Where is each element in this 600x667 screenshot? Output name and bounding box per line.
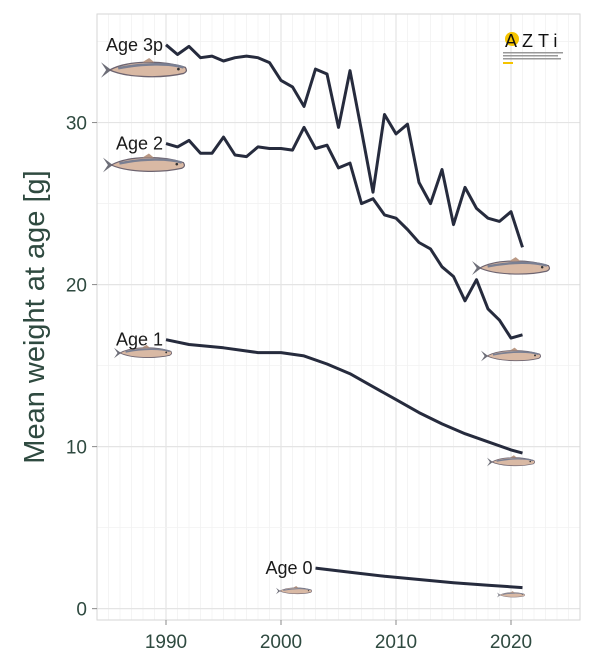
y-tick-label: 30 <box>66 114 87 135</box>
fish-icon <box>487 455 536 467</box>
x-tick-label: 2010 <box>375 632 417 653</box>
y-tick-label: 10 <box>66 438 87 459</box>
fish-fin <box>142 153 154 158</box>
fish-fin <box>509 347 519 351</box>
series-label: Age 3p <box>106 35 163 55</box>
grid <box>96 14 581 620</box>
fish-fin <box>510 455 517 458</box>
fish-back <box>492 351 539 356</box>
series-line-age-1 <box>165 338 523 455</box>
fish-back <box>119 158 183 165</box>
fish-eye <box>175 162 179 166</box>
fish-icon <box>497 591 526 598</box>
fish-eye <box>534 354 536 357</box>
fish-icon <box>472 257 551 276</box>
fish-eye <box>540 265 544 269</box>
azti-logo: AZTi <box>503 31 563 64</box>
y-tick-label: 20 <box>66 276 87 297</box>
series-label: Age 1 <box>116 330 163 350</box>
fish-icon <box>101 57 188 78</box>
fish-eye <box>529 460 531 463</box>
fish-icon <box>103 153 186 173</box>
fish-fin <box>509 257 521 261</box>
fish-illustrations <box>101 57 551 598</box>
series-label: Age 2 <box>116 134 163 154</box>
series-line-age-2 <box>165 125 523 340</box>
fish-eye <box>521 594 523 596</box>
x-tick-label: 2000 <box>260 632 302 653</box>
fish-eye <box>165 351 168 354</box>
fish-tail <box>101 62 112 78</box>
plot-border <box>96 13 581 621</box>
fish-tail <box>487 457 493 467</box>
logo-text: AZTi <box>505 31 562 51</box>
x-tick-label: 2020 <box>490 632 532 653</box>
fish-fin <box>293 585 299 588</box>
fish-back <box>487 261 548 268</box>
fish-tail <box>497 592 501 598</box>
fish-tail <box>276 587 281 595</box>
series-line-age-0 <box>315 566 523 590</box>
x-tick-label: 1990 <box>145 632 187 653</box>
fish-back <box>496 458 534 462</box>
series-labels: Age 3p Age 2 Age 1 Age 0 <box>106 35 313 578</box>
y-axis-label: Mean weight at age [g] <box>19 170 51 463</box>
fish-eye <box>307 590 309 592</box>
fish-back <box>117 63 184 70</box>
ticks: 1990 2000 2010 2020 0 10 20 30 <box>66 114 532 653</box>
fish-back <box>125 348 170 353</box>
fish-fin <box>141 344 150 348</box>
fish-eye <box>177 67 180 71</box>
fish-back <box>283 588 311 591</box>
fish-icon <box>276 585 313 595</box>
fish-fin <box>142 57 155 63</box>
fish-back <box>502 592 525 595</box>
y-tick-label: 0 <box>76 600 87 621</box>
series-line-age-3p <box>165 43 524 248</box>
series-lines <box>165 43 524 590</box>
series-label: Age 0 <box>265 558 312 578</box>
fish-fin <box>510 591 515 593</box>
